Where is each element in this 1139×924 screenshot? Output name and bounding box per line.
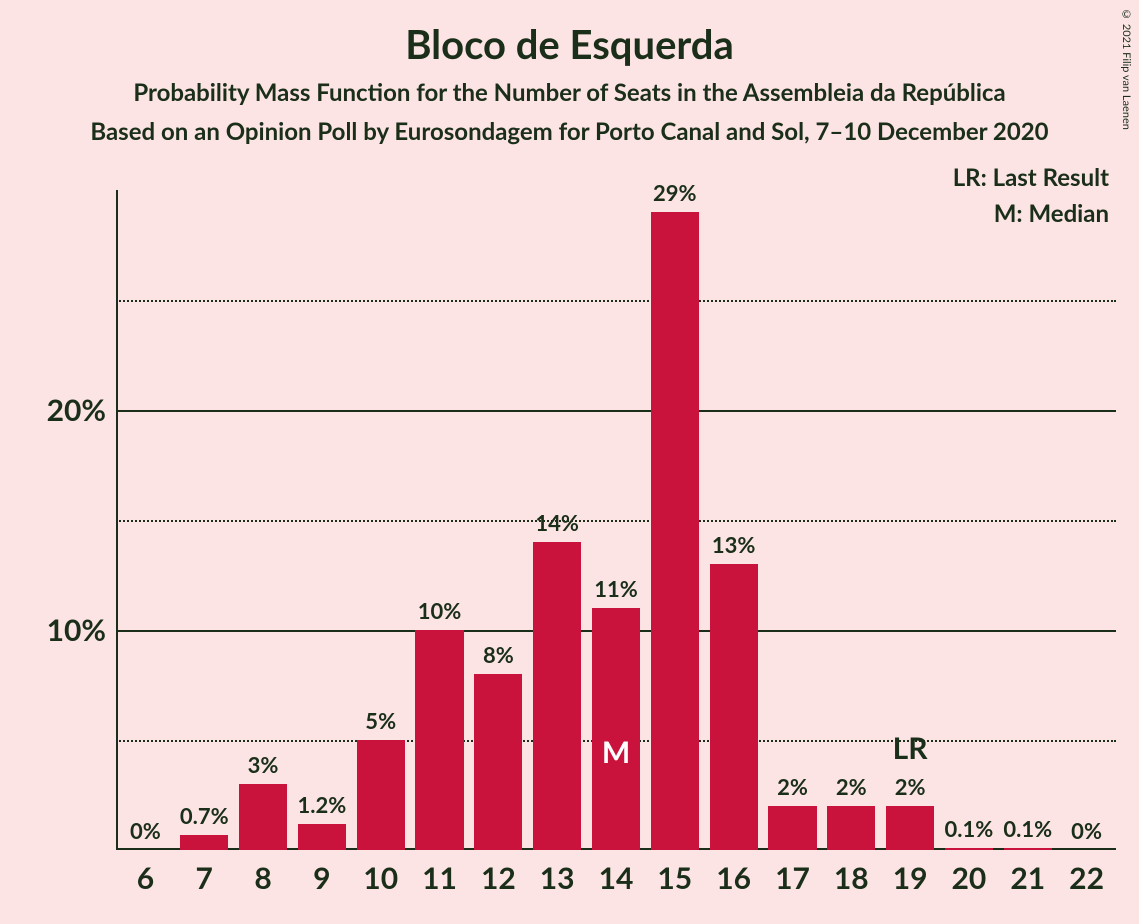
x-tick-label: 22 xyxy=(1069,860,1104,896)
median-marker: M xyxy=(602,734,630,770)
bar-value-label: 8% xyxy=(483,641,514,668)
bar-value-label: 5% xyxy=(365,707,396,734)
x-tick-label: 14 xyxy=(599,860,634,896)
bar-value-label: 11% xyxy=(594,575,638,602)
x-tick-label: 10 xyxy=(363,860,398,896)
bar-value-label: 2% xyxy=(777,773,808,800)
bar xyxy=(651,212,699,850)
x-tick-label: 9 xyxy=(313,860,330,896)
bar-value-label: 0.1% xyxy=(945,815,994,842)
bar xyxy=(474,674,522,850)
x-tick-label: 18 xyxy=(834,860,869,896)
bar-value-label: 0.7% xyxy=(180,802,229,829)
bar-value-label: 0.1% xyxy=(1003,815,1052,842)
bar-value-label: 29% xyxy=(653,179,697,206)
x-tick-label: 6 xyxy=(137,860,154,896)
bar xyxy=(357,740,405,850)
bar xyxy=(886,806,934,850)
bar xyxy=(298,824,346,850)
x-tick-label: 17 xyxy=(775,860,810,896)
bar-chart: 10%20%0%0.7%3%1.2%5%10%8%14%11%29%13%2%2… xyxy=(116,190,1116,850)
x-tick-label: 7 xyxy=(196,860,213,896)
chart-subtitle-2: Based on an Opinion Poll by Eurosondagem… xyxy=(0,107,1139,146)
x-tick-label: 8 xyxy=(254,860,271,896)
x-tick-label: 13 xyxy=(540,860,575,896)
bar xyxy=(710,564,758,850)
chart-subtitle-1: Probability Mass Function for the Number… xyxy=(0,68,1139,107)
bar-value-label: 1.2% xyxy=(297,791,346,818)
x-tick-label: 21 xyxy=(1010,860,1045,896)
x-tick-label: 15 xyxy=(657,860,692,896)
bar-value-label: 0% xyxy=(130,817,161,844)
bar xyxy=(768,806,816,850)
bar xyxy=(592,608,640,850)
bar xyxy=(827,806,875,850)
gridline-major xyxy=(116,410,1116,412)
x-tick-label: 19 xyxy=(893,860,928,896)
bar-value-label: 14% xyxy=(535,509,579,536)
last-result-marker: LR xyxy=(893,730,928,766)
bar xyxy=(533,542,581,850)
bar-value-label: 13% xyxy=(712,531,756,558)
bar xyxy=(239,784,287,850)
gridline-minor xyxy=(116,300,1116,302)
y-tick-label: 20% xyxy=(47,392,106,428)
copyright-text: © 2021 Filip van Laenen xyxy=(1120,8,1133,130)
gridline-minor xyxy=(116,520,1116,522)
x-axis: 6 7 8 9 10 11 12 13 14 15 16 17 18 19 20 21 22 xyxy=(116,850,1116,900)
bar-value-label: 10% xyxy=(418,597,462,624)
y-tick-label: 10% xyxy=(47,612,106,648)
plot-area: 10%20%0%0.7%3%1.2%5%10%8%14%11%29%13%2%2… xyxy=(116,190,1116,850)
bar-value-label: 2% xyxy=(895,773,926,800)
bar-value-label: 3% xyxy=(248,751,279,778)
x-tick-label: 20 xyxy=(952,860,987,896)
bar-value-label: 2% xyxy=(836,773,867,800)
bar-value-label: 0% xyxy=(1071,817,1102,844)
x-tick-label: 11 xyxy=(422,860,457,896)
chart-title: Bloco de Esquerda xyxy=(0,0,1139,68)
bar xyxy=(180,835,228,850)
x-tick-label: 16 xyxy=(716,860,751,896)
bar xyxy=(415,630,463,850)
x-tick-label: 12 xyxy=(481,860,516,896)
